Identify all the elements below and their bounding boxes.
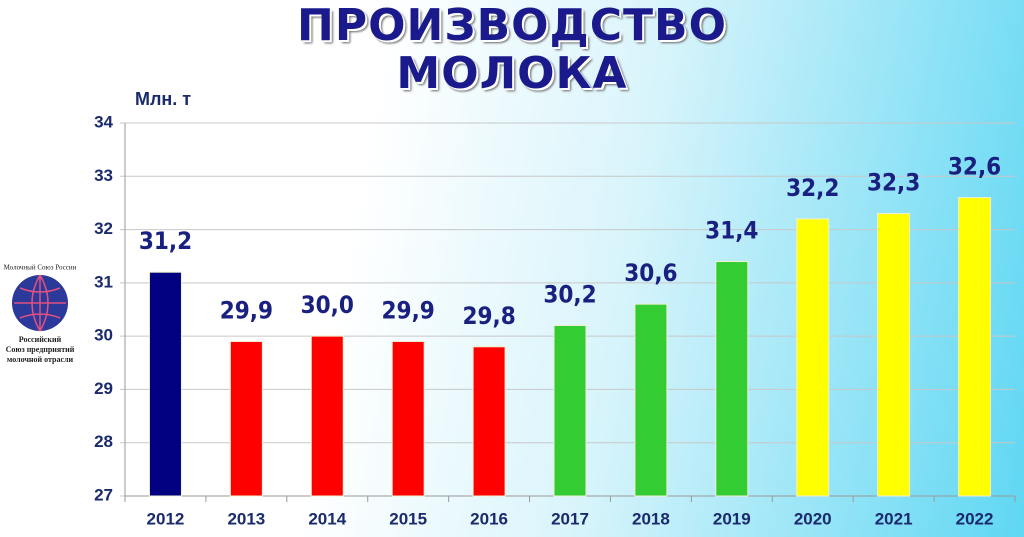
x-tick-label: 2022 — [956, 509, 994, 528]
bar — [310, 335, 344, 497]
chart-title: ПРОИЗВОДСТВО МОЛОКА — [297, 0, 727, 99]
logo-arc-text: Молочный Союз России — [4, 264, 77, 272]
value-label: 30,0 — [301, 291, 354, 319]
x-tick-label: 2012 — [147, 509, 185, 528]
bar — [877, 213, 911, 497]
bar — [472, 346, 506, 497]
bar — [958, 197, 992, 497]
value-label: 32,3 — [867, 169, 920, 197]
value-label: 30,2 — [543, 280, 596, 308]
y-tick-label: 29 — [94, 379, 113, 398]
x-tick-label: 2016 — [470, 509, 508, 528]
y-tick-label: 27 — [94, 485, 113, 504]
bar — [391, 340, 425, 497]
bar — [553, 324, 587, 497]
logo-caption: Союз предприятий — [6, 345, 75, 354]
y-tick-label: 30 — [94, 326, 113, 345]
value-label: 31,4 — [705, 217, 758, 245]
bar — [148, 271, 182, 497]
value-label: 29,9 — [382, 296, 435, 324]
y-tick-label: 34 — [94, 112, 113, 131]
y-tick-label: 31 — [94, 272, 113, 291]
x-tick-label: 2018 — [632, 509, 670, 528]
value-label: 31,2 — [139, 227, 192, 255]
value-label: 32,6 — [948, 153, 1001, 181]
value-label: 32,2 — [786, 174, 839, 202]
logo: Молочный Союз России Российский Союз пре… — [4, 264, 77, 364]
bar — [796, 218, 830, 497]
x-tick-label: 2013 — [227, 509, 265, 528]
value-label: 30,6 — [624, 259, 677, 287]
y-axis-label: Млн. т — [135, 89, 191, 109]
x-tick-label: 2017 — [551, 509, 589, 528]
value-label: 29,8 — [462, 302, 515, 330]
bar — [715, 261, 749, 497]
logo-caption: Российский — [19, 335, 62, 344]
y-tick-label: 32 — [94, 219, 113, 238]
bar — [634, 303, 668, 497]
x-tick-label: 2020 — [794, 509, 832, 528]
x-tick-label: 2019 — [713, 509, 751, 528]
logo-caption: молочной отрасли — [7, 355, 74, 364]
value-label: 29,9 — [220, 296, 273, 324]
y-tick-label: 33 — [94, 166, 113, 185]
logo-lines — [14, 274, 66, 332]
x-tick-label: 2021 — [875, 509, 913, 528]
bar — [229, 340, 263, 497]
x-tick-label: 2015 — [389, 509, 427, 528]
y-tick-label: 28 — [94, 432, 113, 451]
x-tick-label: 2014 — [308, 509, 346, 528]
